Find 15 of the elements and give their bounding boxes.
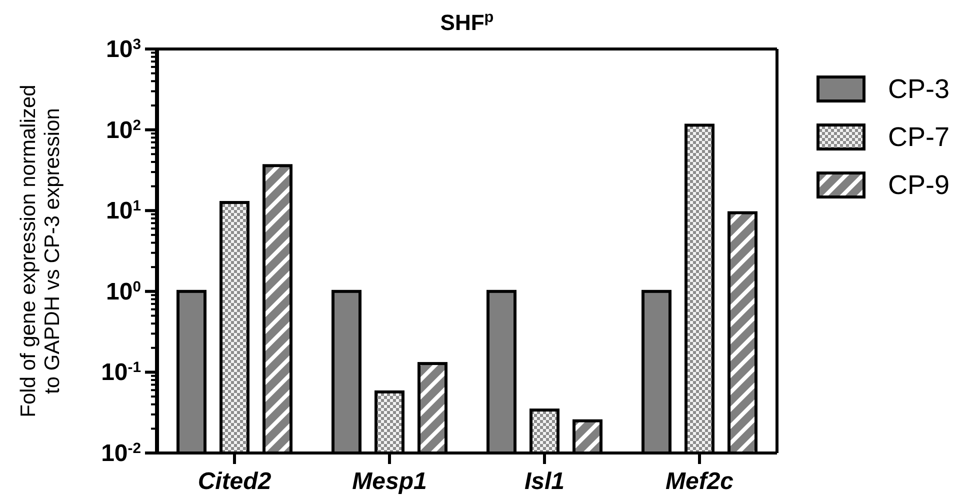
chart-title: SHF$^{p}$	[440, 8, 494, 35]
y-tick-label: 10$^{-2}$	[101, 440, 141, 467]
y-tick-label: 10$^{1}$	[106, 198, 141, 225]
x-tick-label: Cited2	[198, 468, 272, 495]
y-tick-label: 10$^{0}$	[106, 278, 141, 306]
x-tick-label: Isl1	[524, 468, 565, 495]
y-axis-title: Fold of gene expression normalized to GAPDH vs CP-3 expression	[17, 84, 64, 418]
y-tick-label: 10$^{3}$	[106, 36, 141, 63]
legend-label: CP-3	[888, 74, 950, 104]
y-tick-label: 10$^{2}$	[106, 116, 141, 144]
y-tick-label: 10$^{-1}$	[101, 359, 141, 386]
x-tick-label: Mef2c	[665, 468, 734, 495]
legend-label: CP-9	[888, 170, 950, 200]
x-tick-label: Mesp1	[352, 468, 427, 495]
legend-label: CP-7	[888, 122, 950, 152]
